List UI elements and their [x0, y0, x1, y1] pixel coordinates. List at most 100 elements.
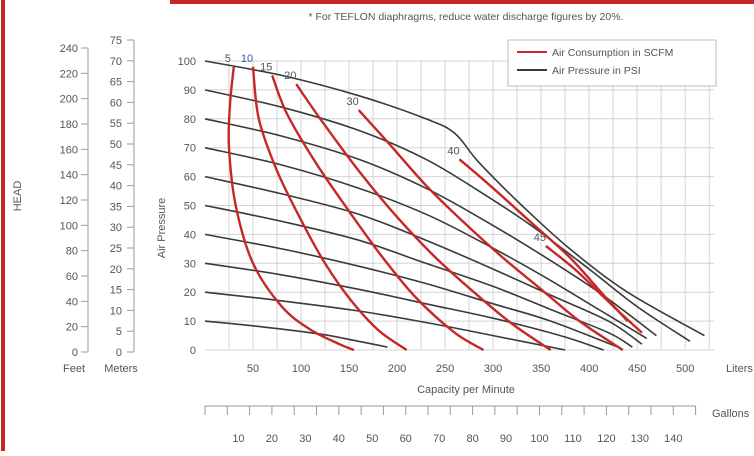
- feet-tick-label: 80: [66, 246, 78, 258]
- x-tick-label: 150: [340, 363, 358, 375]
- meters-tick-label: 30: [110, 222, 122, 234]
- feet-tick-label: 160: [60, 144, 78, 156]
- scfm-label-30: 30: [347, 96, 359, 108]
- gallons-tick-label: 20: [266, 433, 278, 445]
- gallons-tick-label: 50: [366, 433, 378, 445]
- meters-tick-label: 40: [110, 181, 122, 193]
- psi-curve-30: [204, 262, 604, 351]
- meters-tick-label: 20: [110, 264, 122, 276]
- scfm-curve-20: [295, 83, 552, 351]
- meters-tick-label: 70: [110, 56, 122, 68]
- feet-tick-label: 120: [60, 195, 78, 207]
- meters-tick-label: 75: [110, 35, 122, 47]
- meters-axis-label: Meters: [104, 363, 138, 375]
- psi-curve-100: [204, 60, 705, 337]
- y-tick-label: 50: [184, 201, 196, 213]
- meters-tick-label: 35: [110, 201, 122, 213]
- scfm-curve-15: [271, 74, 485, 352]
- feet-tick-label: 60: [66, 271, 78, 283]
- gallons-tick-label: 60: [400, 433, 412, 445]
- scfm-curve-30: [357, 109, 624, 351]
- meters-tick-label: 10: [110, 305, 122, 317]
- scfm-curves: [227, 66, 643, 352]
- head-axis-title: HEAD: [12, 181, 24, 212]
- y-tick-label: 80: [184, 114, 196, 126]
- feet-tick-label: 140: [60, 170, 78, 182]
- y-tick-label: 20: [184, 287, 196, 299]
- scfm-label-5: 5: [225, 53, 231, 65]
- scfm-curve-5: [227, 66, 355, 352]
- gallons-tick-label: 30: [299, 433, 311, 445]
- psi-curve-40: [204, 233, 619, 348]
- y-tick-label: 90: [184, 85, 196, 97]
- gallons-tick-label: 10: [232, 433, 244, 445]
- gallons-tick-label: 70: [433, 433, 445, 445]
- y-tick-label: 40: [184, 229, 196, 241]
- psi-curve-50: [204, 204, 633, 348]
- x-tick-label: 300: [484, 363, 502, 375]
- gallons-axis-unit: Gallons: [712, 408, 750, 420]
- y-tick-label: 60: [184, 172, 196, 184]
- feet-tick-label: 100: [60, 220, 78, 232]
- scfm-curve-45: [545, 245, 643, 334]
- y-tick-label: 100: [178, 56, 196, 68]
- psi-curve-10: [204, 320, 388, 348]
- gallons-tick-label: 40: [333, 433, 345, 445]
- x-tick-label: 350: [532, 363, 550, 375]
- scfm-label-10: 10: [241, 53, 253, 65]
- psi-curve-90: [204, 89, 691, 342]
- x-tick-label: 50: [247, 363, 259, 375]
- meters-tick-label: 55: [110, 118, 122, 130]
- gallons-tick-label: 110: [564, 433, 582, 445]
- gallons-tick-label: 130: [631, 433, 649, 445]
- gallons-tick-label: 100: [530, 433, 548, 445]
- y-tick-label: 10: [184, 316, 196, 328]
- feet-tick-label: 40: [66, 296, 78, 308]
- psi-curve-70: [204, 146, 648, 340]
- legend-label-psi: Air Pressure in PSI: [552, 65, 641, 77]
- psi-curve-20: [204, 291, 566, 351]
- gallons-tick-label: 80: [466, 433, 478, 445]
- feet-tick-label: 220: [60, 68, 78, 80]
- y-tick-label: 0: [190, 345, 196, 357]
- feet-tick-label: 200: [60, 94, 78, 106]
- legend-box: [507, 39, 717, 87]
- scfm-curve-10: [251, 66, 408, 351]
- x-tick-label: 450: [628, 363, 646, 375]
- feet-tick-label: 180: [60, 119, 78, 131]
- meters-tick-label: 65: [110, 77, 122, 89]
- x-tick-label: 250: [436, 363, 454, 375]
- meters-tick-label: 0: [116, 347, 122, 359]
- psi-curve-60: [204, 175, 643, 345]
- legend-label-scfm: Air Consumption in SCFM: [552, 47, 673, 59]
- curve-labels: 5 10 15 20 30 40 45: [225, 53, 546, 244]
- x-axis-title: Capacity per Minute: [417, 384, 515, 396]
- x-tick-label: 400: [580, 363, 598, 375]
- meters-tick-label: 50: [110, 139, 122, 151]
- feet-axis-label: Feet: [63, 363, 85, 375]
- scfm-label-20: 20: [284, 70, 296, 82]
- scfm-label-15: 15: [260, 61, 272, 73]
- y-tick-label: 30: [184, 258, 196, 270]
- gallons-tick-label: 140: [664, 433, 682, 445]
- scfm-label-45: 45: [534, 232, 546, 244]
- feet-tick-label: 20: [66, 322, 78, 334]
- y-axis-title: Air Pressure: [156, 198, 168, 259]
- gallons-tick-label: 120: [597, 433, 615, 445]
- scfm-label-40: 40: [447, 145, 459, 157]
- feet-tick-label: 240: [60, 43, 78, 55]
- meters-tick-label: 15: [110, 285, 122, 297]
- gallons-tick-label: 90: [500, 433, 512, 445]
- meters-tick-label: 45: [110, 160, 122, 172]
- chart-legend: Air Consumption in SCFM Air Pressure in …: [507, 39, 717, 87]
- meters-tick-label: 60: [110, 97, 122, 109]
- x-tick-label: 200: [388, 363, 406, 375]
- x-tick-label: 500: [676, 363, 694, 375]
- meters-tick-label: 25: [110, 243, 122, 255]
- meters-tick-label: 5: [116, 326, 122, 338]
- feet-tick-label: 0: [72, 347, 78, 359]
- x-axis-unit: Liters: [726, 363, 753, 375]
